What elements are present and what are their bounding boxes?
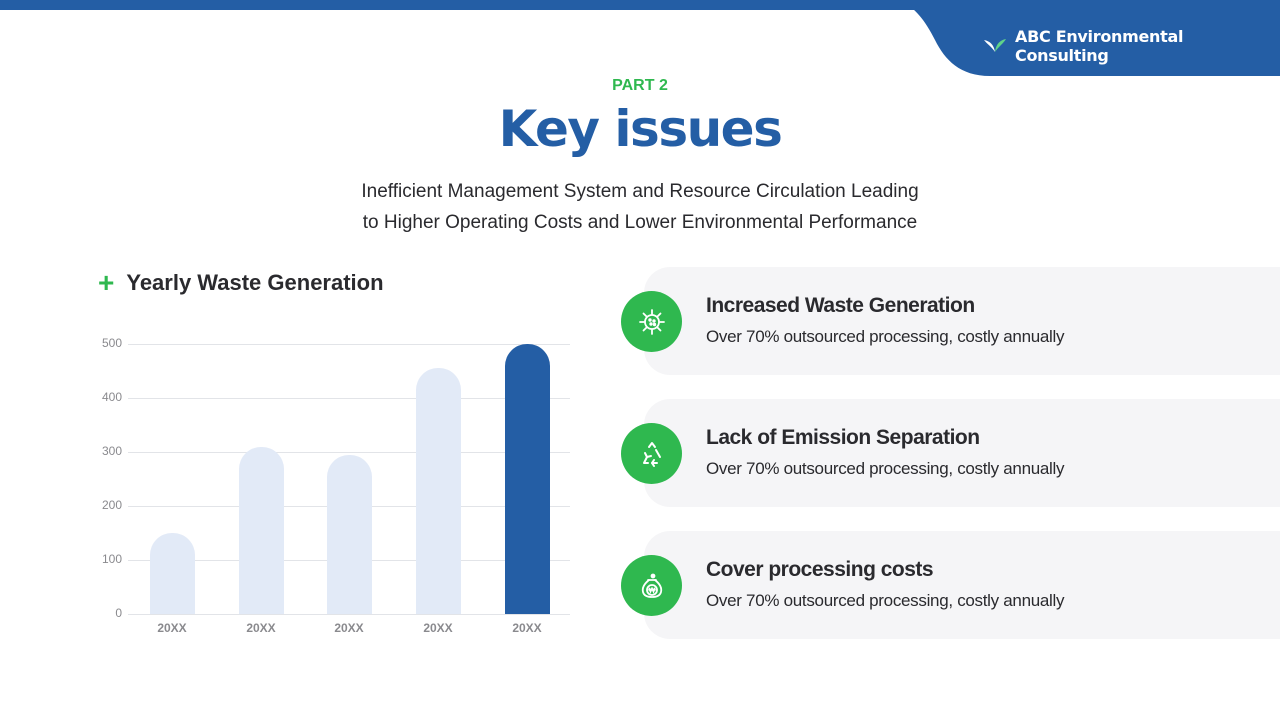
issue-description: Over 70% outsourced processing, costly a… xyxy=(706,591,1065,610)
brand-logo: ABC Environmental Consulting xyxy=(983,27,1280,65)
chart-heading: + Yearly Waste Generation xyxy=(98,267,384,298)
money-bag-icon xyxy=(621,555,682,616)
top-accent-bar xyxy=(0,0,1280,10)
chart-bar xyxy=(239,446,284,614)
issue-title: Increased Waste Generation xyxy=(706,294,975,317)
sprout-icon xyxy=(983,35,1007,57)
x-axis-tick: 20XX xyxy=(512,621,542,635)
y-axis-tick: 500 xyxy=(101,336,122,350)
y-axis-tick: 400 xyxy=(101,390,122,404)
y-axis-tick: 0 xyxy=(115,606,122,620)
chart-bar xyxy=(327,454,372,614)
recycle-icon xyxy=(621,423,682,484)
page-title: Key issues xyxy=(498,100,783,158)
gridline xyxy=(128,344,570,345)
y-axis-tick: 300 xyxy=(101,444,122,458)
subtitle-line-2: to Higher Operating Costs and Lower Envi… xyxy=(362,212,918,233)
plus-icon: + xyxy=(98,267,115,298)
brand-name: ABC Environmental Consulting xyxy=(1015,27,1184,65)
subtitle-line-1: Inefficient Management System and Resour… xyxy=(361,181,919,202)
x-axis-tick: 20XX xyxy=(246,621,276,635)
x-axis-tick: 20XX xyxy=(334,621,364,635)
section-label: PART 2 xyxy=(612,77,668,94)
x-axis-tick: 20XX xyxy=(423,621,453,635)
virus-icon xyxy=(621,291,682,352)
chart-bar xyxy=(416,368,461,614)
issue-card xyxy=(644,267,1280,375)
issue-title: Cover processing costs xyxy=(706,558,934,581)
brand-header-tab xyxy=(900,0,1280,76)
chart-bar xyxy=(150,533,195,614)
y-axis-tick: 100 xyxy=(101,552,122,566)
issue-title: Lack of Emission Separation xyxy=(706,426,980,449)
bar-chart: 0 100 200 300 400 500 20XX 20XX 20XX 20XX 20XX xyxy=(90,330,580,640)
page-subtitle: Inefficient Management System and Resour… xyxy=(0,176,1280,238)
gridline xyxy=(128,398,570,399)
gridline xyxy=(128,452,570,453)
issue-card xyxy=(644,531,1280,639)
issue-description: Over 70% outsourced processing, costly a… xyxy=(706,327,1065,346)
y-axis-tick: 200 xyxy=(101,498,122,512)
issue-description: Over 70% outsourced processing, costly a… xyxy=(706,459,1065,478)
chart-bar xyxy=(505,344,550,614)
gridline xyxy=(128,614,570,615)
x-axis-tick: 20XX xyxy=(157,621,187,635)
issue-card xyxy=(644,399,1280,507)
chart-title: Yearly Waste Generation xyxy=(126,270,384,295)
